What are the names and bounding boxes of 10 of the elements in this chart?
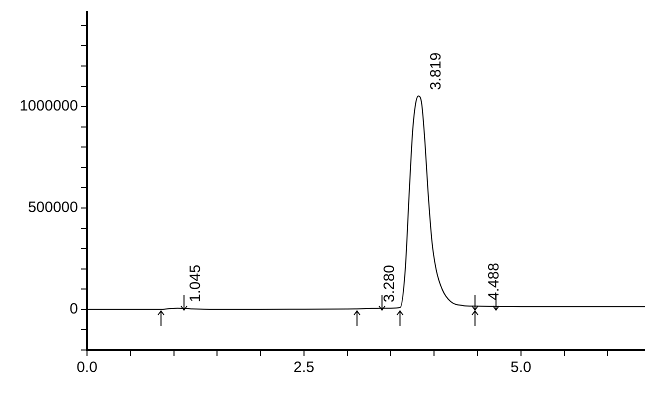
- annotation: 3.819: [428, 52, 445, 90]
- annotation: 1.045: [186, 264, 204, 302]
- x-tick-label: 0.0: [76, 359, 98, 376]
- y-tick-label: 0: [70, 300, 78, 318]
- x-tick-label: 2.5: [294, 359, 314, 376]
- y-tick-label: 500000: [28, 199, 78, 216]
- x-tick-label: 5.0: [510, 359, 532, 376]
- y-tick-label: 1000000: [20, 98, 78, 115]
- annotation: 3.280: [380, 264, 398, 302]
- annotation: 4.488: [486, 262, 503, 300]
